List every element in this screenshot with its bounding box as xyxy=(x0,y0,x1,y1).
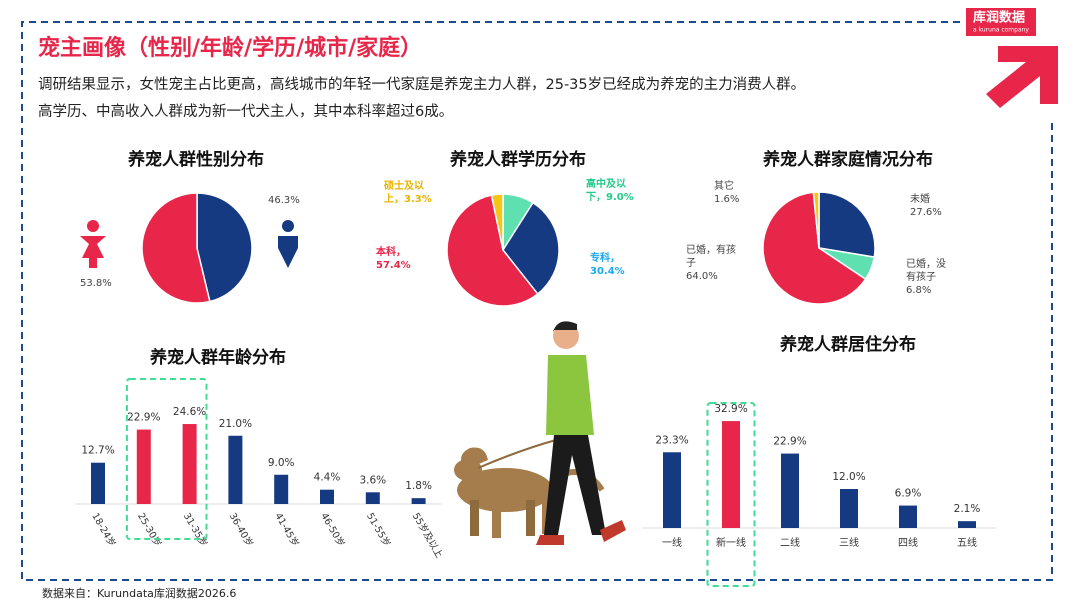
bar xyxy=(722,421,740,528)
page-title: 宠主画像（性别/年龄/学历/城市/家庭） xyxy=(38,35,422,61)
corner-arrow xyxy=(986,46,1058,108)
pie-value-label: 6.8% xyxy=(906,285,932,296)
x-tick-label: 31-35岁 xyxy=(181,511,210,549)
bar xyxy=(958,521,976,528)
pie-category: 已婚，没有孩子 xyxy=(906,259,946,283)
x-tick-label: 三线 xyxy=(839,536,859,549)
pie-value-label: 46.3% xyxy=(268,195,300,206)
value-label: 3.6% xyxy=(359,474,386,486)
value-label: 21.0% xyxy=(219,418,252,430)
value-label: 6.9% xyxy=(895,488,922,500)
value-label: 12.0% xyxy=(832,471,865,483)
x-tick-label: 新一线 xyxy=(716,536,746,549)
x-tick-label: 二线 xyxy=(780,536,800,549)
bar xyxy=(899,505,917,528)
value-label: 23.3% xyxy=(655,434,688,446)
description: 调研结果显示，女性宠主占比更高，高线城市的年轻一代家庭是养宠主力人群，25-35… xyxy=(38,77,806,93)
x-tick-label: 41-45岁 xyxy=(272,511,301,549)
highlight-box xyxy=(125,378,208,540)
bar xyxy=(411,498,426,504)
chart-title: 养宠人群学历分布 xyxy=(449,149,586,170)
pie-value-label: 高中及以下，9.0% xyxy=(586,179,634,203)
pie-slice xyxy=(446,194,539,307)
x-tick-label: 25-30岁 xyxy=(135,511,164,549)
bar xyxy=(182,424,197,504)
pie-slice xyxy=(196,192,253,303)
x-tick-label: 55岁及以上 xyxy=(410,511,446,561)
pie-slice xyxy=(502,201,560,295)
x-tick-label: 四线 xyxy=(898,536,918,549)
pie-slice xyxy=(490,193,504,251)
value-label: 1.8% xyxy=(405,480,432,492)
x-tick-label: 51-55岁 xyxy=(364,511,393,549)
value-label: 9.0% xyxy=(268,457,295,469)
source: 数据来自：Kurundata库润数据2026.6 xyxy=(42,586,236,600)
value-label: 22.9% xyxy=(773,436,806,448)
bar xyxy=(228,435,243,504)
pie-value-label: 64.0% xyxy=(686,271,718,282)
value-label: 12.7% xyxy=(81,445,114,457)
logo-tagline: a kuruna company xyxy=(973,27,1029,34)
highlight-box xyxy=(706,402,756,587)
chart-title: 养宠人群性别分布 xyxy=(127,149,264,170)
chart-title: 养宠人群居住分布 xyxy=(779,334,916,355)
x-tick-label: 五线 xyxy=(957,536,977,549)
pie-value-label: 硕士及以上，3.3% xyxy=(384,181,432,205)
value-label: 32.9% xyxy=(714,403,747,415)
pie-value-label: 1.6% xyxy=(714,194,740,205)
chart-title: 养宠人群年龄分布 xyxy=(149,347,286,368)
x-tick-label: 36-40岁 xyxy=(227,511,256,549)
bar xyxy=(365,492,380,504)
pie-category: 其它 xyxy=(714,181,734,192)
male-icon xyxy=(278,220,298,268)
pie-category: 未婚 xyxy=(910,194,930,205)
frame xyxy=(21,21,1053,581)
logo-name: 库润数据 xyxy=(973,10,1025,26)
bar xyxy=(274,474,289,504)
female-icon xyxy=(80,220,106,268)
chart-title: 养宠人群家庭情况分布 xyxy=(762,149,933,170)
pie-value-label: 27.6% xyxy=(910,207,942,218)
x-tick-label: 46-50岁 xyxy=(318,511,347,549)
pie-value-label: 53.8% xyxy=(80,278,112,289)
value-label: 24.6% xyxy=(173,406,206,418)
pie-category: 已婚，有孩子 xyxy=(686,245,736,269)
x-tick-label: 一线 xyxy=(662,536,682,549)
bar xyxy=(663,452,681,528)
pie-slice xyxy=(762,191,867,305)
pie-slice xyxy=(141,192,211,304)
value-label: 2.1% xyxy=(954,503,981,515)
value-label: 4.4% xyxy=(314,472,341,484)
illustration xyxy=(454,321,626,545)
bar xyxy=(136,429,151,504)
x-tick-label: 18-24岁 xyxy=(89,511,118,549)
bar xyxy=(91,462,105,504)
pie-value-label: 专科，30.4% xyxy=(590,253,625,277)
bar xyxy=(781,453,799,528)
description: 高学历、中高收入人群成为新一代犬主人，其中本科率超过6成。 xyxy=(38,104,454,120)
logo-box xyxy=(966,8,1036,36)
bar xyxy=(320,489,334,504)
value-label: 22.9% xyxy=(127,412,160,424)
bar xyxy=(840,489,858,528)
pie-slice xyxy=(818,191,876,258)
pie-slice xyxy=(812,191,820,249)
pie-value-label: 本科，57.4% xyxy=(376,247,411,271)
